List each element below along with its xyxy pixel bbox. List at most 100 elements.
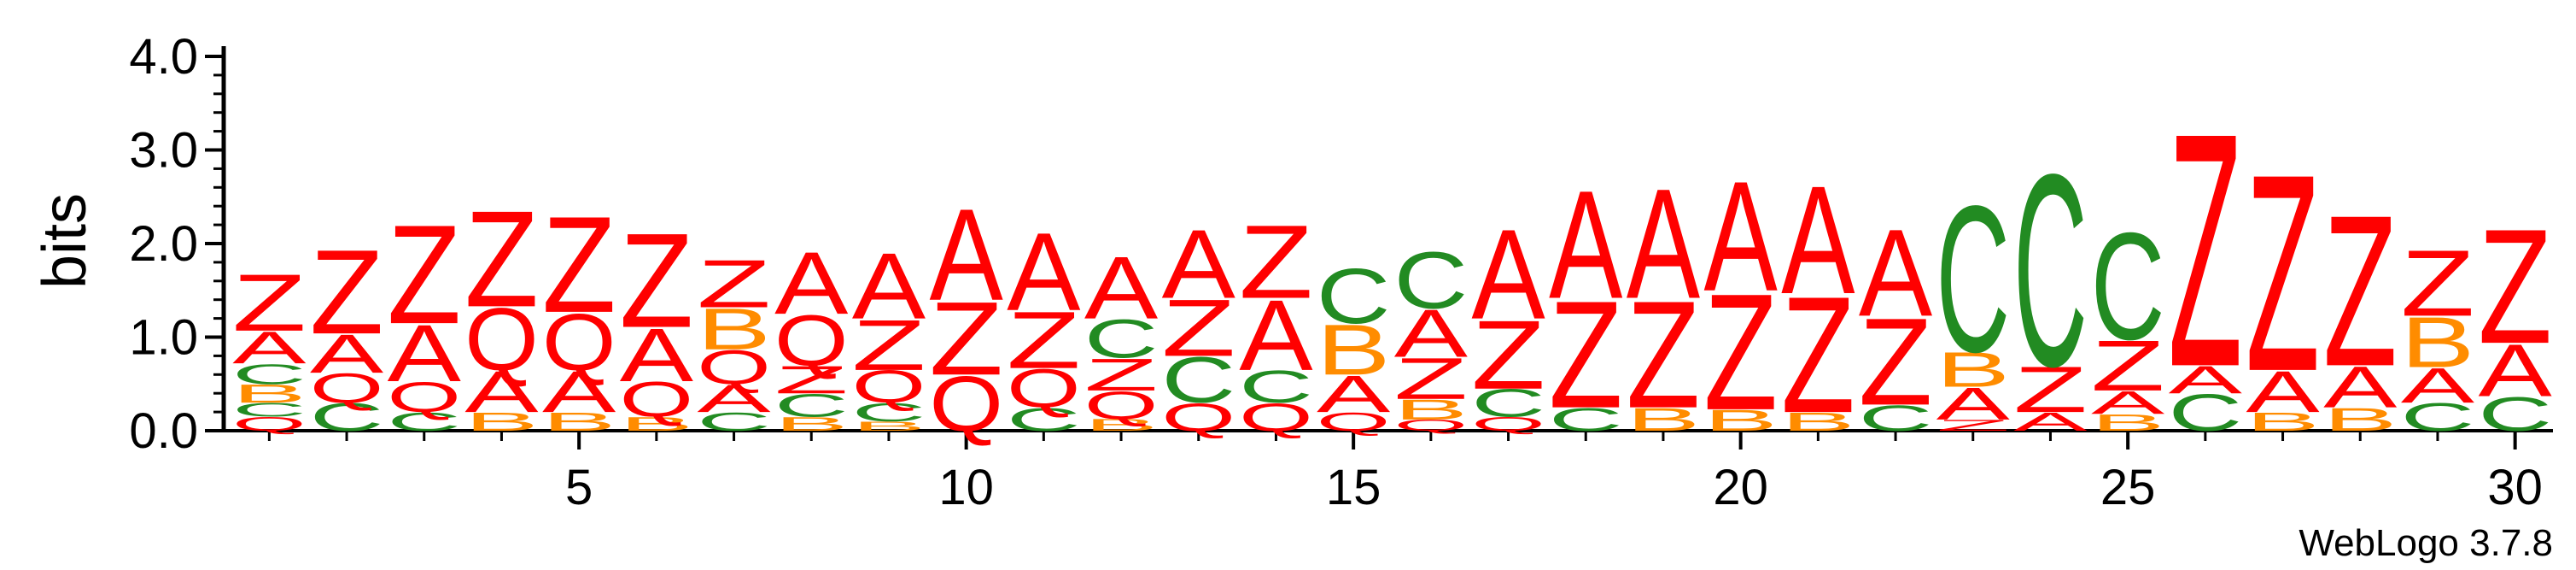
logo-letter-a: A (542, 359, 616, 425)
letter-stacks: QCBCAZCQAZCQAZBAQZBAQZBQAZCAQBZBCZQABCQZ… (232, 64, 2552, 448)
y-tick-label: 3.0 (129, 123, 198, 179)
logo-letter-q: Q (542, 297, 616, 387)
logo-letter-z: Z (1703, 260, 1778, 445)
logo-letter-c: C (2401, 396, 2475, 439)
x-tick-label: 30 (2487, 460, 2543, 515)
logo-letter-z: Z (2246, 115, 2320, 429)
logo-letter-z: Z (1549, 270, 1623, 440)
logo-letter-a: A (1859, 203, 1933, 343)
logo-letter-q: Q (774, 301, 849, 381)
x-ticks: 5 10 15 20 25 30 (267, 431, 2543, 515)
logo-letter-a: A (1084, 238, 1159, 338)
logo-letter-q: Q (1394, 416, 1469, 433)
y-axis-label: bits (31, 193, 99, 289)
logo-letter-a: A (929, 183, 1003, 329)
logo-letter-z: Z (929, 280, 1003, 397)
logo-letter-b: B (1703, 404, 1778, 438)
logo-letter-a: A (1703, 148, 1777, 324)
logo-letter-c: C (2168, 384, 2242, 442)
logo-letter-a: A (1549, 159, 1623, 331)
logo-letter-a: A (1936, 378, 2010, 429)
logo-letter-b: B (2091, 409, 2165, 436)
logo-letter-c: C (387, 407, 461, 436)
logo-letter-z: Z (464, 183, 539, 336)
x-tick-label: 10 (938, 460, 994, 515)
logo-letter-a: A (620, 313, 693, 397)
logo-letter-b: B (2246, 408, 2320, 437)
logo-letter-c: C (1936, 162, 2010, 396)
logo-letter-b: B (542, 408, 616, 437)
logo-letter-b: B (852, 419, 926, 433)
logo-letter-z: Z (2169, 64, 2243, 437)
logo-letter-c: C (2478, 387, 2552, 441)
logo-letter-b: B (2401, 303, 2475, 383)
logo-letter-c: C (1859, 398, 1933, 439)
logo-letter-q: Q (929, 360, 1003, 447)
logo-letter-c: C (2091, 202, 2165, 373)
logo-letter-b: B (697, 297, 771, 362)
x-tick-label: 15 (1326, 460, 1381, 515)
logo-letter-z: Z (1936, 416, 2010, 433)
x-tick-label: 25 (2100, 460, 2156, 515)
logo-letter-b: B (1936, 343, 2010, 398)
logo-letter-z: Z (1239, 204, 1313, 321)
logo-letter-a: A (232, 322, 306, 373)
logo-letter-a: A (2169, 358, 2243, 403)
logo-letter-z: Z (1781, 262, 1855, 448)
logo-letter-z: Z (852, 304, 926, 385)
logo-letter-c: C (232, 358, 307, 391)
logo-letter-b: B (232, 379, 307, 408)
logo-letter-a: A (774, 233, 849, 332)
logo-letter-a: A (2013, 407, 2088, 436)
logo-letter-a: A (310, 323, 383, 385)
logo-letter-q: Q (697, 340, 771, 394)
y-ticks: 0.0 1.0 2.0 3.0 4.0 (129, 29, 224, 459)
logo-letter-q: Q (1471, 413, 1545, 435)
logo-letter-z: Z (697, 246, 771, 321)
logo-letter-b: B (1781, 408, 1855, 437)
logo-letter-c: C (1084, 309, 1159, 369)
logo-letter-a: A (2401, 358, 2474, 414)
logo-letter-q: Q (310, 365, 384, 412)
logo-letter-a: A (697, 377, 771, 421)
logo-letter-c: C (2013, 119, 2088, 425)
logo-letter-b: B (464, 408, 539, 437)
logo-letter-c: C (1317, 252, 1391, 340)
logo-letter-b: B (620, 413, 694, 435)
logo-letter-z: Z (232, 257, 307, 348)
logo-letter-z: Z (2091, 325, 2165, 405)
logo-letter-z: Z (310, 225, 384, 359)
logo-letter-z: Z (1161, 283, 1235, 373)
logo-letter-z: Z (2323, 172, 2398, 412)
logo-letter-z: Z (2478, 195, 2552, 377)
logo-letter-a: A (2478, 329, 2552, 412)
logo-letter-q: Q (1239, 396, 1313, 439)
logo-letter-z: Z (387, 196, 461, 353)
logo-letter-z: Z (1471, 301, 1545, 410)
logo-letter-b: B (1394, 394, 1469, 426)
weblogo-footer: WebLogo 3.7.8 (2299, 522, 2553, 564)
logo-letter-a: A (1781, 155, 1855, 326)
logo-letter-z: Z (542, 189, 616, 342)
y-tick-label: 4.0 (129, 29, 198, 85)
logo-letter-q: Q (620, 372, 694, 427)
logo-letter-a: A (388, 309, 462, 399)
logo-letter-z: Z (620, 205, 694, 356)
logo-letter-q: Q (852, 361, 926, 413)
logo-letter-a: A (2246, 359, 2319, 425)
logo-letter-z: Z (1394, 345, 1469, 411)
logo-letter-a: A (852, 234, 926, 339)
logo-letter-c: C (1161, 344, 1235, 417)
logo-letter-a: A (1239, 279, 1313, 391)
logo-letter-b: B (2323, 402, 2398, 438)
logo-letter-c: C (232, 399, 307, 420)
axes (221, 46, 2553, 432)
logo-letter-b: B (774, 413, 849, 435)
logo-letter-z: Z (1859, 293, 1933, 432)
logo-letter-z: Z (2401, 231, 2475, 336)
x-tick-label: 20 (1713, 460, 1768, 515)
logo-letter-c: C (852, 397, 926, 426)
logo-letter-b: B (1084, 415, 1159, 434)
logo-letter-a: A (1317, 365, 1391, 423)
